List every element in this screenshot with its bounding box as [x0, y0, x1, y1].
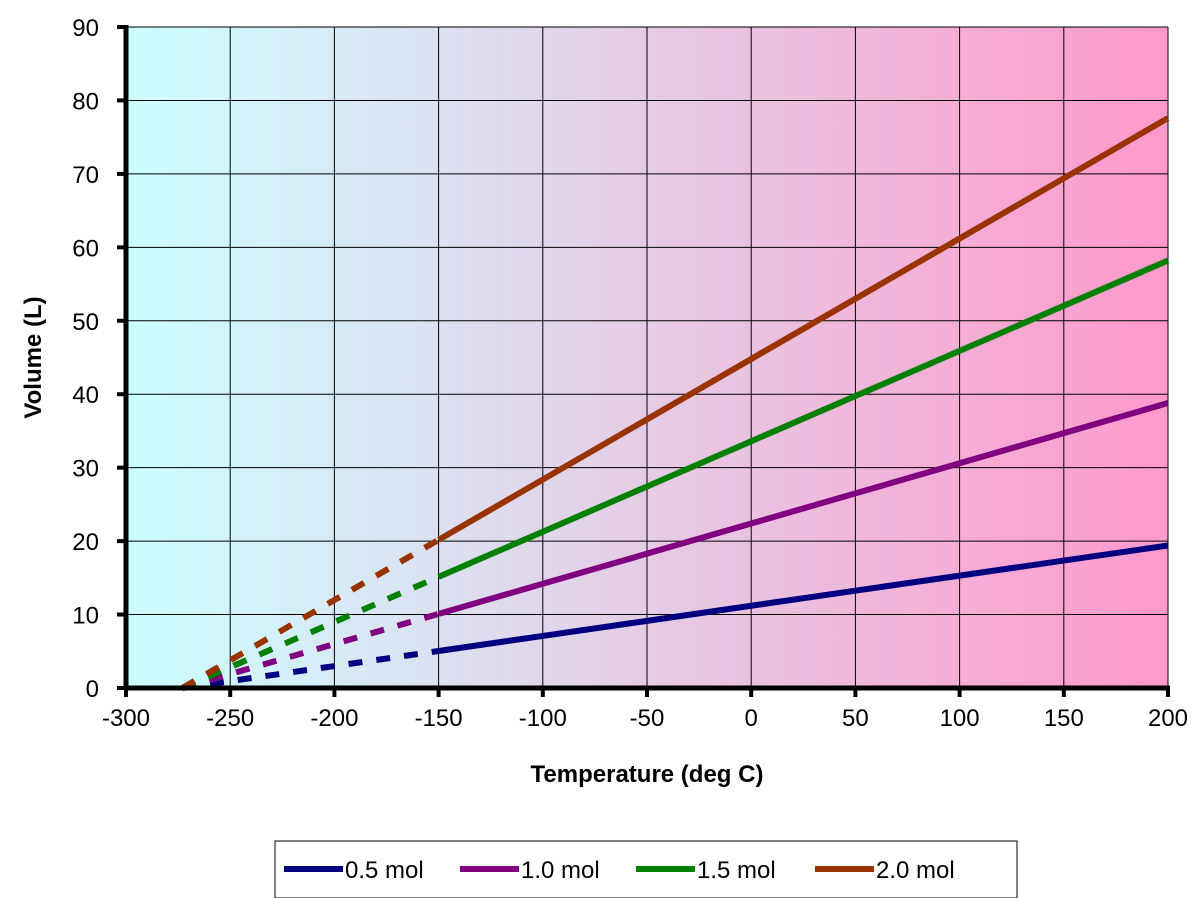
x-tick-label: -200: [310, 705, 358, 732]
x-tick-label: -50: [630, 705, 665, 732]
series-line: [438, 542, 1169, 654]
y-tick-label: 10: [72, 603, 99, 630]
series-line-dashed: [181, 574, 440, 691]
legend: 0.5 mol 1.0 mol 1.5 mol 2.0 mol: [274, 840, 1018, 898]
x-tick-label: -150: [415, 705, 463, 732]
x-tick-label: 0: [745, 705, 758, 732]
x-tick-label: -100: [519, 705, 567, 732]
legend-label: 1.0 mol: [521, 857, 600, 884]
x-axis-title: Temperature (deg C): [531, 761, 764, 788]
x-tick-label: 50: [842, 705, 869, 732]
series-line: [437, 257, 1170, 580]
series-line-dashed: [181, 648, 440, 691]
gridlines: [125, 26, 1169, 689]
axes: [117, 25, 1170, 697]
series-lines: [180, 115, 1170, 691]
tick-labels: -300 -250 -200 -150 -100 -50 0 50 100 150 200 0 10 20…: [72, 15, 1188, 732]
x-tick-label: -300: [102, 705, 150, 732]
y-axis-title: Volume (L): [20, 296, 47, 418]
y-tick-label: 50: [72, 309, 99, 336]
y-tick-label: 80: [72, 88, 99, 115]
x-tick-label: 150: [1044, 705, 1084, 732]
y-tick-label: 70: [72, 162, 99, 189]
legend-label: 0.5 mol: [345, 857, 424, 884]
legend-label: 1.5 mol: [697, 857, 776, 884]
y-tick-label: 20: [72, 529, 99, 556]
series-line-dashed: [180, 537, 441, 691]
x-tick-label: -250: [206, 705, 254, 732]
y-tick-label: 30: [72, 456, 99, 483]
x-tick-label: 100: [940, 705, 980, 732]
y-tick-label: 60: [72, 235, 99, 262]
y-tick-label: 0: [86, 676, 99, 703]
y-tick-label: 40: [72, 382, 99, 409]
series-line-dashed: [181, 611, 440, 691]
legend-label: 2.0 mol: [876, 857, 955, 884]
y-tick-label: 90: [72, 15, 99, 42]
series-line: [437, 115, 1170, 543]
series-line: [437, 400, 1169, 617]
x-tick-label: 200: [1148, 705, 1188, 732]
